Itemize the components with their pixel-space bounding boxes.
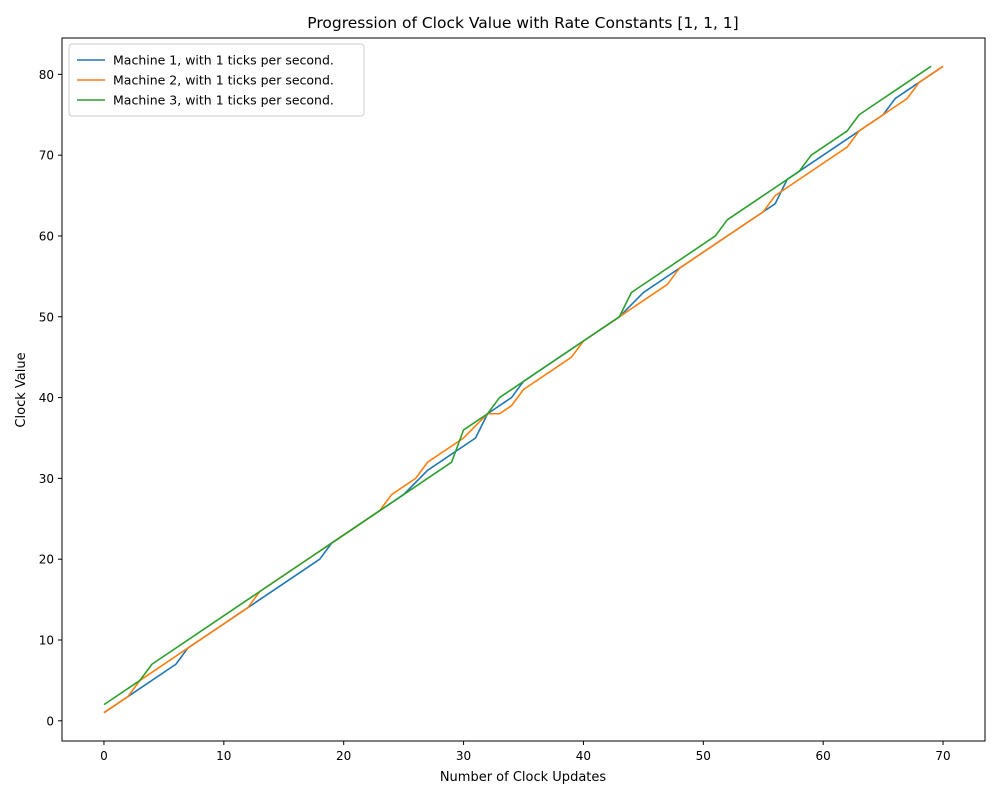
y-tick-label: 20 bbox=[39, 553, 54, 567]
x-tick-label: 40 bbox=[576, 749, 591, 763]
plot-frame bbox=[61, 37, 986, 742]
plot-area bbox=[61, 37, 986, 742]
y-tick-label: 10 bbox=[39, 633, 54, 647]
x-tick-label: 30 bbox=[456, 749, 471, 763]
y-tick-label: 50 bbox=[39, 310, 54, 324]
y-tick-label: 0 bbox=[46, 714, 54, 728]
legend-box bbox=[68, 43, 365, 117]
y-tick-label: 40 bbox=[39, 391, 54, 405]
x-tick-label: 70 bbox=[935, 749, 950, 763]
x-tick-label: 20 bbox=[336, 749, 351, 763]
x-tick-label: 0 bbox=[100, 749, 108, 763]
y-tick-label: 60 bbox=[39, 229, 54, 243]
y-tick-label: 30 bbox=[39, 472, 54, 486]
y-tick-label: 70 bbox=[39, 149, 54, 163]
legend-label-3: Machine 3, with 1 ticks per second. bbox=[113, 93, 334, 108]
chart-title: Progression of Clock Value with Rate Con… bbox=[307, 14, 738, 32]
legend-label-1: Machine 1, with 1 ticks per second. bbox=[113, 53, 334, 68]
x-tick-label: 50 bbox=[696, 749, 711, 763]
y-axis-label: Clock Value bbox=[14, 352, 29, 427]
legend: Machine 1, with 1 ticks per second. Machi… bbox=[68, 43, 365, 117]
y-tick-label: 80 bbox=[39, 68, 54, 82]
y-axis: 0 10 20 30 40 50 60 70 80 bbox=[39, 68, 62, 728]
legend-label-2: Machine 2, with 1 ticks per second. bbox=[113, 73, 334, 88]
x-tick-label: 60 bbox=[816, 749, 831, 763]
series-line-3 bbox=[103, 65, 932, 706]
x-axis-label: Number of Clock Updates bbox=[440, 770, 607, 785]
x-axis: 0 10 20 30 40 50 60 70 bbox=[100, 741, 951, 763]
series-line-2 bbox=[103, 65, 944, 714]
x-tick-label: 10 bbox=[216, 749, 231, 763]
